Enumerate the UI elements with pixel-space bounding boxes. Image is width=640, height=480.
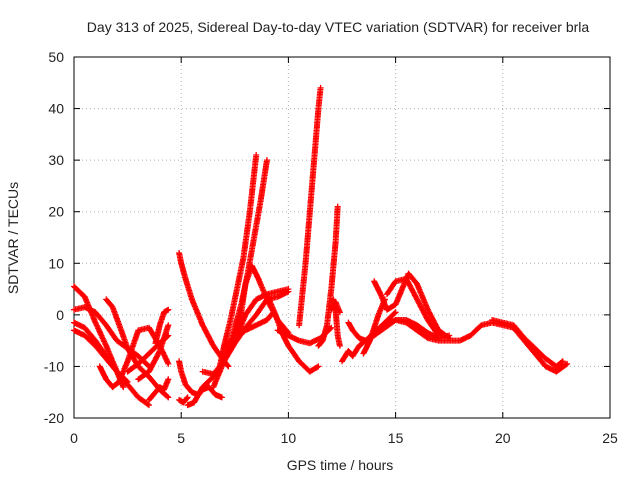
x-tick-label: 10 <box>281 430 297 446</box>
series-arc-23 <box>296 84 324 329</box>
series-markers <box>231 286 292 344</box>
series-markers <box>315 203 341 349</box>
y-tick-label: 20 <box>48 204 64 220</box>
series-arc-31 <box>384 275 442 339</box>
series-arc-33 <box>489 317 566 370</box>
grid-layer <box>74 57 610 418</box>
x-tick-label: 25 <box>602 430 618 446</box>
y-tick-label: 10 <box>48 255 64 271</box>
y-tick-label: 50 <box>48 49 64 65</box>
series-markers <box>384 275 442 339</box>
series-markers <box>296 84 324 329</box>
data-layer <box>71 84 571 409</box>
y-tick-label: -20 <box>44 410 64 426</box>
series-arc-26 <box>328 299 343 316</box>
x-tick-label: 0 <box>70 430 78 446</box>
y-tick-label: 40 <box>48 101 64 117</box>
chart-title: Day 313 of 2025, Sidereal Day-to-day VTE… <box>87 19 590 35</box>
series-markers <box>135 322 172 383</box>
series-markers <box>489 317 566 370</box>
plot-frame <box>73 56 611 419</box>
series-markers <box>264 291 322 375</box>
x-tick-label: 20 <box>495 430 511 446</box>
series-arc-21 <box>264 291 322 375</box>
y-tick-label: 0 <box>56 307 64 323</box>
series-markers <box>146 376 172 403</box>
y-axis-label: SDTVAR / TECUs <box>5 182 21 294</box>
y-tick-labels: -20 -10 0 10 20 30 40 50 <box>44 49 64 426</box>
series-markers <box>328 299 343 316</box>
x-tick-label: 15 <box>388 430 404 446</box>
y-tick-label: 30 <box>48 152 64 168</box>
x-tick-label: 5 <box>177 430 185 446</box>
y-tick-label: -10 <box>44 358 64 374</box>
series-markers <box>176 394 191 406</box>
x-axis-label: GPS time / hours <box>287 457 394 473</box>
series-arc-8 <box>135 322 172 383</box>
series-arc-20 <box>231 286 292 344</box>
ticks-layer <box>73 56 611 419</box>
series-arc-24 <box>315 203 341 349</box>
series-arc-13 <box>176 394 191 406</box>
series-arc-10 <box>152 306 172 347</box>
series-arc-11 <box>176 250 195 303</box>
series-markers <box>152 306 172 347</box>
series-arc-9 <box>146 376 172 403</box>
series-markers <box>176 250 195 303</box>
x-tick-labels: 0 5 10 15 20 25 <box>70 430 618 446</box>
